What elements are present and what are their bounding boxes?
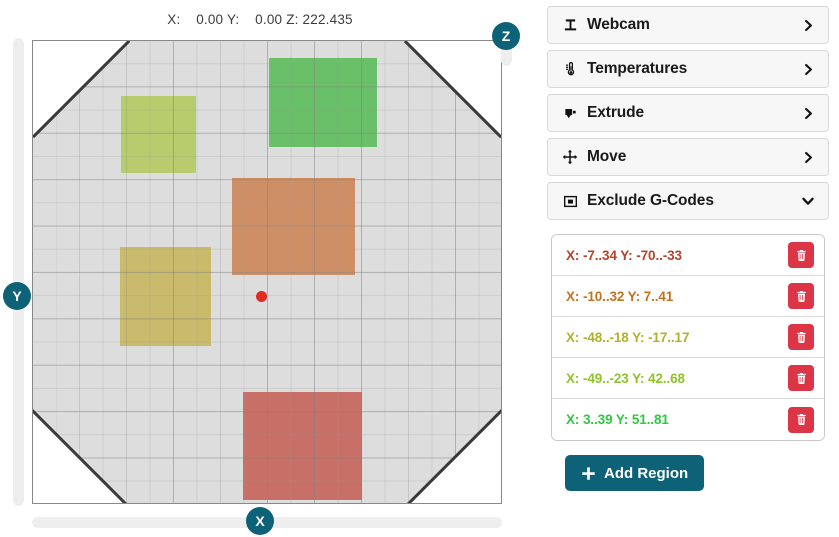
excluded-region-list: X: -7..34 Y: -70..-33 X: -10..32 Y: 7..41… [551, 234, 825, 441]
build-plate-panel: X: 0.00 Y: 0.00 Z: 222.435 Y X Z [3, 12, 520, 535]
panel-header-exclude-gcodes[interactable]: Exclude G-Codes [547, 182, 829, 220]
thermometer-icon [560, 61, 580, 77]
y-axis-slider[interactable] [13, 38, 24, 506]
region-orange[interactable] [232, 178, 355, 275]
region-khaki-top[interactable] [121, 96, 196, 173]
delete-region-button[interactable] [788, 242, 814, 268]
trash-icon [795, 290, 808, 303]
panel-header-temperatures[interactable]: Temperatures [547, 50, 829, 88]
bed-corner-bottom-right [406, 407, 501, 503]
chevron-right-icon[interactable] [800, 61, 816, 77]
chevron-down-icon[interactable] [800, 193, 816, 209]
delete-region-button[interactable] [788, 406, 814, 433]
delete-region-button[interactable] [788, 365, 814, 391]
bed-corner-top-right [403, 41, 501, 139]
build-plate[interactable] [32, 40, 502, 504]
region-list-item[interactable]: X: -10..32 Y: 7..41 [552, 276, 824, 317]
chevron-right-icon[interactable] [800, 17, 816, 33]
extruder-icon [560, 106, 580, 121]
region-label: X: -10..32 Y: 7..41 [566, 288, 674, 304]
region-list-item[interactable]: X: -7..34 Y: -70..-33 [552, 235, 824, 276]
z-axis-handle[interactable]: Z [492, 22, 520, 50]
region-red[interactable] [243, 392, 362, 500]
plus-icon [581, 466, 596, 481]
bed-corner-top-left [33, 41, 131, 139]
exclude-region-icon [560, 194, 580, 209]
panel-title: Exclude G-Codes [587, 192, 714, 209]
webcam-icon [560, 18, 580, 33]
region-khaki[interactable] [120, 247, 211, 346]
region-label: X: 3..39 Y: 51..81 [566, 412, 669, 427]
add-region-button[interactable]: Add Region [565, 455, 705, 491]
region-green[interactable] [269, 58, 377, 147]
trash-icon [795, 413, 808, 426]
region-list-item[interactable]: X: 3..39 Y: 51..81 [552, 399, 824, 440]
region-list-item[interactable]: X: -48..-18 Y: -17..17 [552, 317, 824, 358]
z-axis-slider[interactable] [501, 36, 512, 66]
panel-title: Webcam [587, 16, 650, 33]
delete-region-button[interactable] [788, 283, 814, 309]
panel-title: Temperatures [587, 60, 688, 77]
bed-corner-bottom-left [33, 408, 129, 503]
chevron-right-icon[interactable] [800, 149, 816, 165]
trash-icon [795, 331, 808, 344]
control-sidebar: Webcam Temperatures [537, 0, 839, 537]
trash-icon [795, 372, 808, 385]
exclude-gcodes-body: X: -7..34 Y: -70..-33 X: -10..32 Y: 7..41… [547, 226, 829, 491]
trash-icon [795, 249, 808, 262]
chevron-right-icon[interactable] [800, 105, 816, 121]
region-label: X: -48..-18 Y: -17..17 [566, 329, 690, 345]
panel-title: Extrude [587, 104, 645, 121]
region-label: X: -7..34 Y: -70..-33 [566, 247, 682, 263]
panel-title: Move [587, 148, 627, 165]
x-axis-handle[interactable]: X [246, 507, 274, 535]
move-arrows-icon [560, 149, 580, 165]
y-axis-handle[interactable]: Y [3, 282, 31, 310]
origin-marker [256, 291, 267, 302]
panel-header-move[interactable]: Move [547, 138, 829, 176]
coordinate-readout: X: 0.00 Y: 0.00 Z: 222.435 [167, 12, 353, 27]
delete-region-button[interactable] [788, 324, 814, 350]
add-region-label: Add Region [604, 464, 689, 482]
region-list-item[interactable]: X: -49..-23 Y: 42..68 [552, 358, 824, 399]
panel-header-extrude[interactable]: Extrude [547, 94, 829, 132]
region-label: X: -49..-23 Y: 42..68 [566, 370, 685, 386]
panel-header-webcam[interactable]: Webcam [547, 6, 829, 44]
